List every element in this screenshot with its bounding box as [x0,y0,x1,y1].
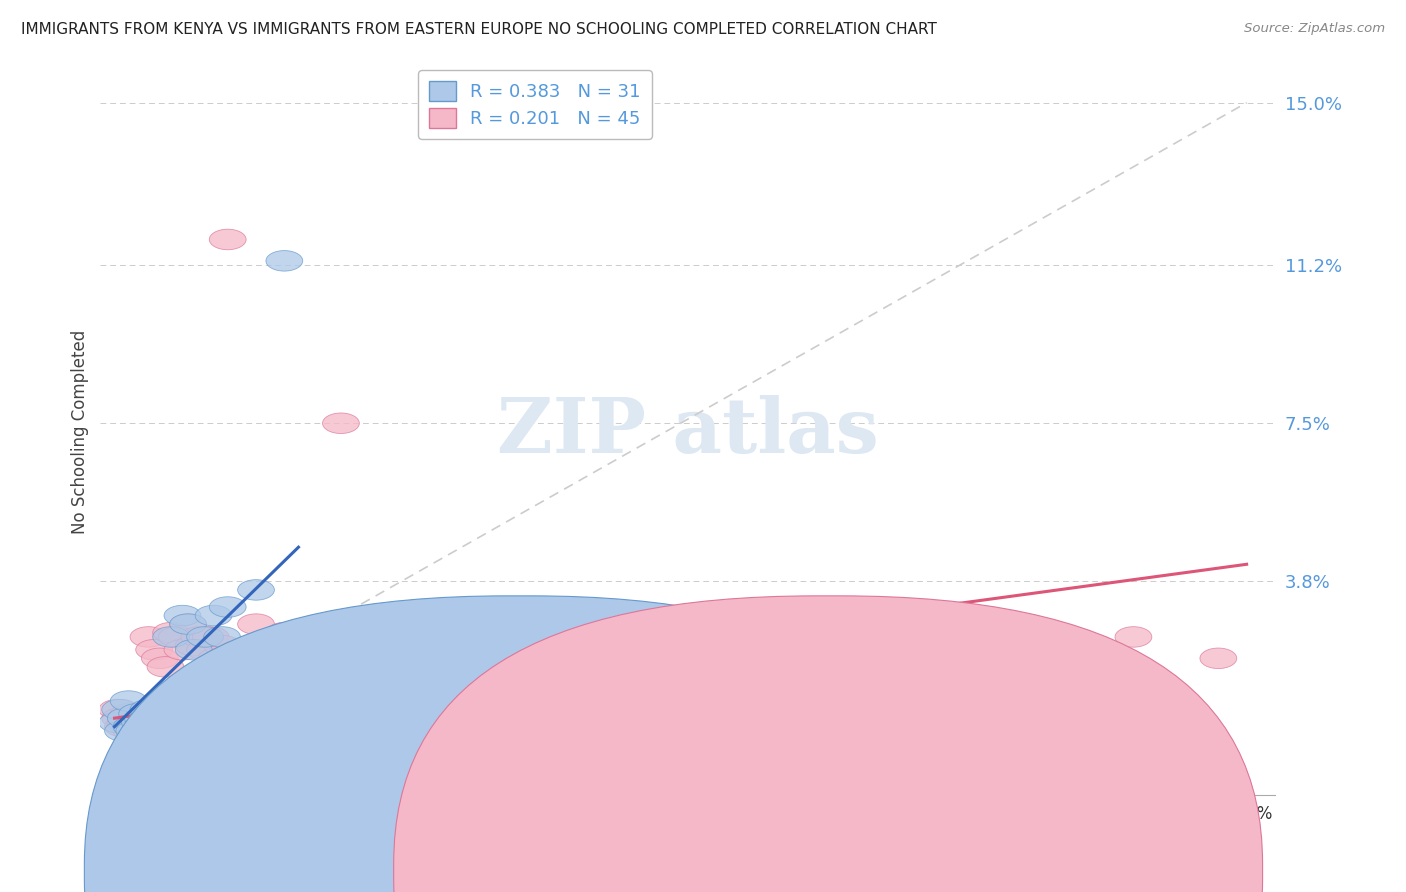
Ellipse shape [204,635,240,656]
Ellipse shape [181,627,218,648]
Ellipse shape [408,640,444,660]
Ellipse shape [1115,627,1152,648]
Ellipse shape [142,648,179,669]
Ellipse shape [266,623,302,643]
Ellipse shape [436,733,472,754]
Ellipse shape [165,606,201,626]
Ellipse shape [352,669,388,690]
Ellipse shape [104,721,142,741]
Text: IMMIGRANTS FROM KENYA VS IMMIGRANTS FROM EASTERN EUROPE NO SCHOOLING COMPLETED C: IMMIGRANTS FROM KENYA VS IMMIGRANTS FROM… [21,22,936,37]
Ellipse shape [110,690,148,711]
Ellipse shape [322,413,360,434]
Ellipse shape [110,704,148,724]
Ellipse shape [98,699,136,720]
Ellipse shape [112,721,150,741]
Ellipse shape [209,229,246,250]
Ellipse shape [578,648,614,669]
Ellipse shape [176,640,212,660]
Legend: R = 0.383   N = 31, R = 0.201   N = 45: R = 0.383 N = 31, R = 0.201 N = 45 [418,70,652,139]
Ellipse shape [209,597,246,617]
Ellipse shape [170,614,207,634]
Ellipse shape [115,721,153,741]
Ellipse shape [148,657,184,677]
Ellipse shape [131,627,167,648]
Ellipse shape [380,614,416,634]
Ellipse shape [187,627,224,648]
Ellipse shape [121,716,159,737]
Ellipse shape [662,614,699,634]
Ellipse shape [153,627,190,648]
Ellipse shape [153,623,190,643]
Text: Immigrants from Kenya: Immigrants from Kenya [537,863,733,880]
Ellipse shape [464,648,501,669]
Ellipse shape [131,699,167,720]
Ellipse shape [127,716,165,737]
Ellipse shape [112,716,150,737]
Ellipse shape [193,627,229,648]
Ellipse shape [118,704,156,724]
Ellipse shape [1199,648,1237,669]
Ellipse shape [195,606,232,626]
Ellipse shape [266,251,302,271]
Ellipse shape [775,627,813,648]
Ellipse shape [121,712,159,732]
Ellipse shape [134,712,170,732]
Ellipse shape [104,716,142,737]
Ellipse shape [238,614,274,634]
Text: Source: ZipAtlas.com: Source: ZipAtlas.com [1244,22,1385,36]
Ellipse shape [107,712,145,732]
Ellipse shape [606,606,643,626]
Text: Immigrants from Eastern Europe: Immigrants from Eastern Europe [846,863,1118,880]
Ellipse shape [198,648,235,669]
Ellipse shape [148,708,184,729]
Ellipse shape [860,657,897,677]
Ellipse shape [204,627,240,648]
Ellipse shape [98,712,136,732]
Ellipse shape [165,640,201,660]
Ellipse shape [280,648,316,669]
Ellipse shape [181,712,218,732]
Ellipse shape [945,627,981,648]
Ellipse shape [436,627,472,648]
Ellipse shape [136,716,173,737]
Ellipse shape [1002,640,1039,660]
Ellipse shape [107,708,145,729]
Ellipse shape [115,712,153,732]
Ellipse shape [124,712,162,732]
Text: ZIP atlas: ZIP atlas [496,395,879,469]
Ellipse shape [718,640,755,660]
Ellipse shape [176,635,212,656]
Ellipse shape [150,716,187,737]
Ellipse shape [170,614,207,634]
Ellipse shape [142,704,179,724]
Ellipse shape [187,640,224,660]
Ellipse shape [124,708,162,729]
Ellipse shape [159,627,195,648]
Ellipse shape [101,708,139,729]
Ellipse shape [520,640,557,660]
Ellipse shape [159,699,195,720]
Ellipse shape [294,640,330,660]
Ellipse shape [238,580,274,600]
Ellipse shape [101,699,139,720]
Y-axis label: No Schooling Completed: No Schooling Completed [72,330,89,534]
Ellipse shape [118,708,156,729]
Ellipse shape [136,640,173,660]
